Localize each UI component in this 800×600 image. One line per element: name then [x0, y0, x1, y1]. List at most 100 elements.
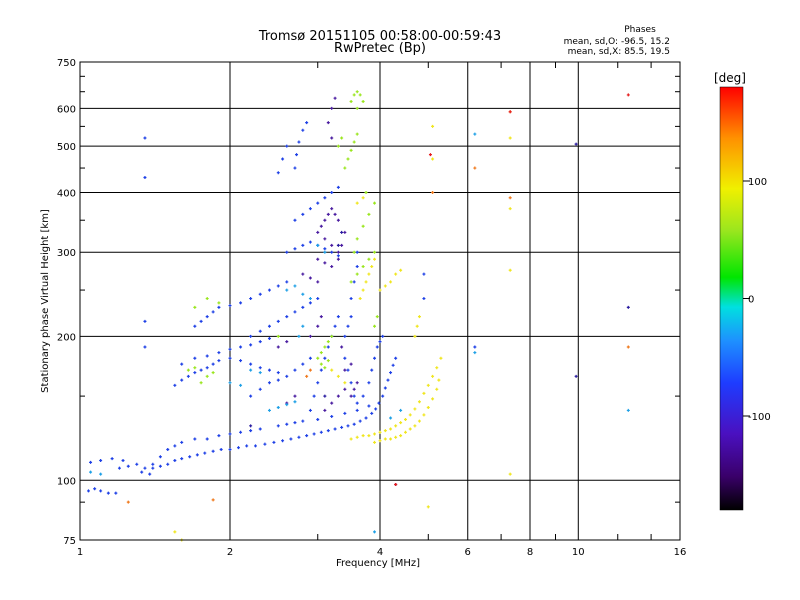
y-tick-label: 400	[57, 188, 76, 199]
y-tick-label: 100	[57, 476, 76, 487]
data-point	[394, 482, 398, 486]
data-point	[301, 272, 305, 276]
data-point	[276, 334, 280, 338]
data-point	[389, 416, 393, 420]
data-point	[330, 106, 334, 110]
data-point	[352, 280, 356, 284]
data-point	[361, 196, 365, 200]
colorbar-tick-label: -100	[748, 412, 771, 423]
data-point	[193, 324, 197, 328]
data-point	[195, 453, 199, 457]
data-point	[343, 230, 347, 234]
data-point	[330, 368, 334, 372]
data-point	[293, 284, 297, 288]
data-point	[355, 401, 359, 405]
data-point	[276, 284, 280, 288]
data-point	[316, 356, 320, 360]
data-point	[319, 362, 323, 366]
data-point	[316, 381, 320, 385]
data-point	[110, 457, 114, 461]
data-point	[293, 421, 297, 425]
data-point	[349, 315, 353, 319]
data-point	[285, 144, 289, 148]
data-point	[574, 142, 578, 146]
data-point	[293, 368, 297, 372]
data-point	[370, 265, 374, 269]
data-point	[253, 444, 257, 448]
data-point	[217, 351, 221, 355]
y-tick-label: 200	[57, 332, 76, 343]
y-tick-label: 600	[57, 104, 76, 115]
data-point	[126, 500, 130, 504]
data-point	[267, 324, 271, 328]
data-point	[297, 435, 301, 439]
data-point	[186, 374, 190, 378]
data-point	[301, 362, 305, 366]
data-point	[415, 324, 419, 328]
data-point	[508, 136, 512, 140]
data-point	[228, 304, 232, 308]
data-point	[352, 422, 356, 426]
data-point	[352, 394, 356, 398]
data-point	[276, 378, 280, 382]
data-point	[326, 212, 330, 216]
data-point	[293, 394, 297, 398]
colorbar-tick-label: 100	[748, 177, 767, 188]
data-point	[336, 144, 340, 148]
data-point	[193, 356, 197, 360]
data-point	[276, 405, 280, 409]
data-point	[217, 359, 221, 363]
data-point	[281, 439, 285, 443]
data-point	[349, 297, 353, 301]
x-tick-label: 8	[527, 547, 533, 558]
data-point	[352, 140, 356, 144]
data-point	[276, 345, 280, 349]
data-point	[386, 378, 390, 382]
data-point	[367, 257, 371, 261]
data-point	[422, 272, 426, 276]
data-point	[99, 489, 103, 493]
data-point	[258, 427, 262, 431]
data-point	[99, 458, 103, 462]
data-point	[217, 305, 221, 309]
data-point	[336, 185, 340, 189]
data-point	[193, 437, 197, 441]
data-point	[330, 250, 334, 254]
data-point	[626, 305, 630, 309]
data-point	[263, 442, 267, 446]
data-point	[323, 408, 327, 412]
data-point	[426, 405, 430, 409]
data-point	[205, 374, 209, 378]
data-point	[285, 422, 289, 426]
data-point	[99, 472, 103, 476]
data-point	[378, 430, 382, 434]
data-point	[301, 128, 305, 132]
data-point	[126, 464, 130, 468]
data-point	[285, 250, 289, 254]
data-point	[323, 250, 327, 254]
data-point	[375, 345, 379, 349]
data-point	[188, 455, 192, 459]
data-point	[373, 257, 377, 261]
data-point	[340, 136, 344, 140]
data-point	[308, 334, 312, 338]
data-point	[276, 319, 280, 323]
data-point	[239, 430, 243, 434]
x-tick-labels: 1 2 4 6 8 10 16	[77, 547, 687, 558]
data-point	[316, 324, 320, 328]
data-point	[249, 394, 253, 398]
data-point	[323, 196, 327, 200]
data-point	[422, 297, 426, 301]
data-point	[305, 434, 309, 438]
data-point	[117, 466, 121, 470]
data-point	[205, 297, 209, 301]
data-point	[349, 148, 353, 152]
data-point	[435, 387, 439, 391]
data-point	[355, 237, 359, 241]
data-point	[211, 371, 215, 375]
data-point	[389, 437, 393, 441]
data-point	[267, 408, 271, 412]
plot-frame	[79, 61, 681, 541]
data-point	[413, 424, 417, 428]
data-point	[373, 201, 377, 205]
